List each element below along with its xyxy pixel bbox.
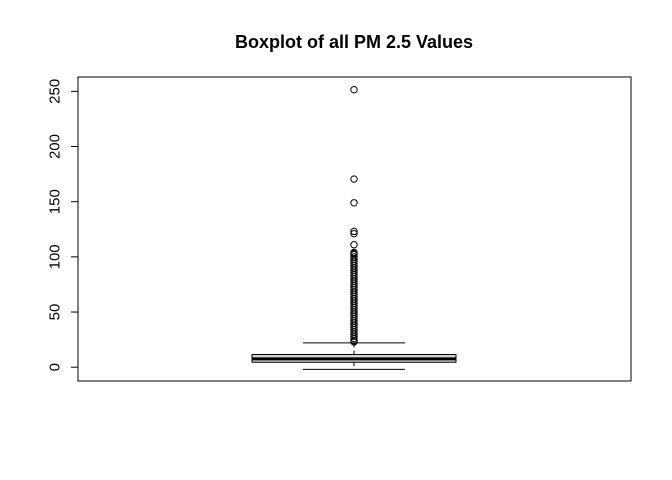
outlier-point-1 <box>350 175 358 183</box>
outlier-points <box>350 85 358 346</box>
y-tick-label-250: 250 <box>47 79 64 104</box>
y-axis: 0 50 100 150 200 250 <box>47 79 79 371</box>
outlier-point-0 <box>350 85 358 94</box>
outlier-point-2 <box>350 199 358 207</box>
outlier-point-45 <box>350 332 358 341</box>
y-tick-label-200: 200 <box>47 134 64 159</box>
outlier-point-4 <box>350 229 358 238</box>
y-tick-label-0: 0 <box>47 363 64 371</box>
outlier-point-48 <box>350 338 358 346</box>
y-tick-label-100: 100 <box>47 244 64 269</box>
chart-title: Boxplot of all PM 2.5 Values <box>235 32 473 52</box>
boxplot-box-group <box>251 342 457 370</box>
y-tick-label-50: 50 <box>47 304 64 321</box>
outlier-point-46 <box>350 334 358 343</box>
outlier-point-5 <box>350 241 358 249</box>
y-tick-label-150: 150 <box>47 189 64 214</box>
outlier-point-3 <box>350 227 358 236</box>
